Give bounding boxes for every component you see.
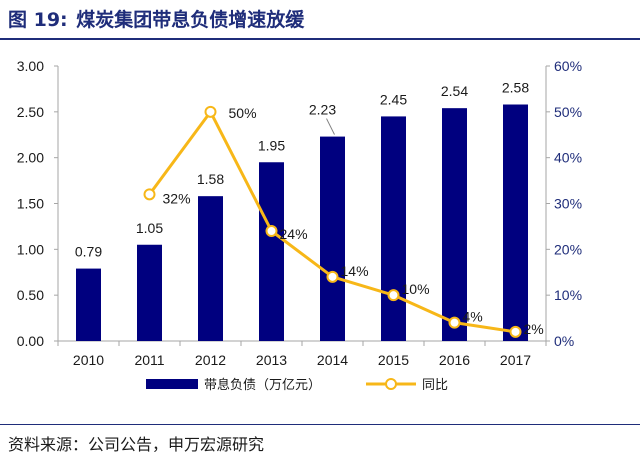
growth-point [204, 105, 217, 118]
bar [503, 104, 528, 341]
growth-data-label: 4% [463, 309, 483, 325]
growth-data-label: 50% [229, 105, 257, 121]
growth-point [448, 316, 461, 329]
bar-data-label: 2.58 [502, 80, 529, 96]
growth-data-label: 2% [524, 321, 544, 337]
figure-number: 图 19: [8, 9, 68, 31]
bar [137, 244, 162, 341]
growth-point [326, 270, 339, 283]
right-tick-label: 30% [554, 196, 582, 212]
legend-bar-label: 带息负债（万亿元） [204, 377, 321, 392]
x-tick-label: 2016 [439, 352, 470, 368]
x-tick-label: 2015 [378, 352, 409, 368]
bar [381, 116, 406, 342]
source-rule [0, 424, 640, 425]
left-tick-label: 2.50 [17, 104, 44, 120]
x-tick-label: 2013 [256, 352, 287, 368]
source-note: 资料来源：公司公告，申万宏源研究 [8, 435, 265, 454]
x-tick-label: 2014 [317, 352, 348, 368]
bar [442, 108, 467, 342]
growth-data-label: 14% [341, 263, 369, 279]
right-tick-label: 20% [554, 241, 582, 257]
growth-data-label: 10% [402, 281, 430, 297]
bar-data-label: 0.79 [75, 244, 102, 260]
bar [76, 268, 101, 341]
x-tick-label: 2011 [134, 352, 164, 368]
left-tick-label: 2.00 [17, 150, 44, 166]
right-tick-label: 0% [554, 333, 574, 349]
left-tick-label: 1.50 [17, 196, 44, 212]
chart: 0.00 0.50 1.00 1.50 2.00 2.50 3.00 0% 10% 20% 30% 4… [17, 58, 582, 392]
figure-title: 图 19: 煤炭集团带息负债增速放缓 [8, 5, 304, 35]
x-tick-label: 2017 [500, 352, 531, 368]
bar-data-label: 2.54 [441, 83, 468, 99]
growth-data-label: 24% [280, 226, 308, 242]
bar-data-label: 2.23 [309, 102, 336, 118]
figure-title-text: 煤炭集团带息负债增速放缓 [76, 9, 305, 31]
x-tick-label: 2012 [195, 352, 226, 368]
left-tick-label: 0.00 [17, 333, 44, 349]
right-tick-label: 40% [554, 150, 582, 166]
bar-data-label: 1.05 [136, 220, 163, 236]
legend-line-label: 同比 [422, 377, 448, 392]
bar [320, 136, 345, 341]
bar-label-leader [326, 118, 335, 135]
bar [198, 196, 223, 341]
left-tick-label: 3.00 [17, 58, 44, 74]
growth-point [509, 325, 522, 338]
bar [259, 162, 284, 341]
bar-data-label: 1.95 [258, 137, 285, 153]
bar-data-label: 1.58 [197, 171, 224, 187]
right-tick-label: 50% [554, 104, 582, 120]
left-tick-label: 0.50 [17, 287, 44, 303]
right-tick-label: 60% [554, 58, 582, 74]
x-tick-label: 2010 [73, 352, 104, 368]
growth-point [265, 225, 278, 237]
title-rule [0, 38, 640, 40]
left-tick-label: 1.00 [17, 241, 44, 257]
legend-bar-swatch [146, 379, 198, 389]
bar-data-label: 2.45 [380, 91, 407, 107]
growth-point [387, 289, 400, 302]
legend-line-marker [385, 378, 397, 390]
growth-data-label: 32% [163, 190, 191, 206]
right-tick-label: 10% [554, 287, 582, 303]
growth-point [143, 188, 156, 201]
